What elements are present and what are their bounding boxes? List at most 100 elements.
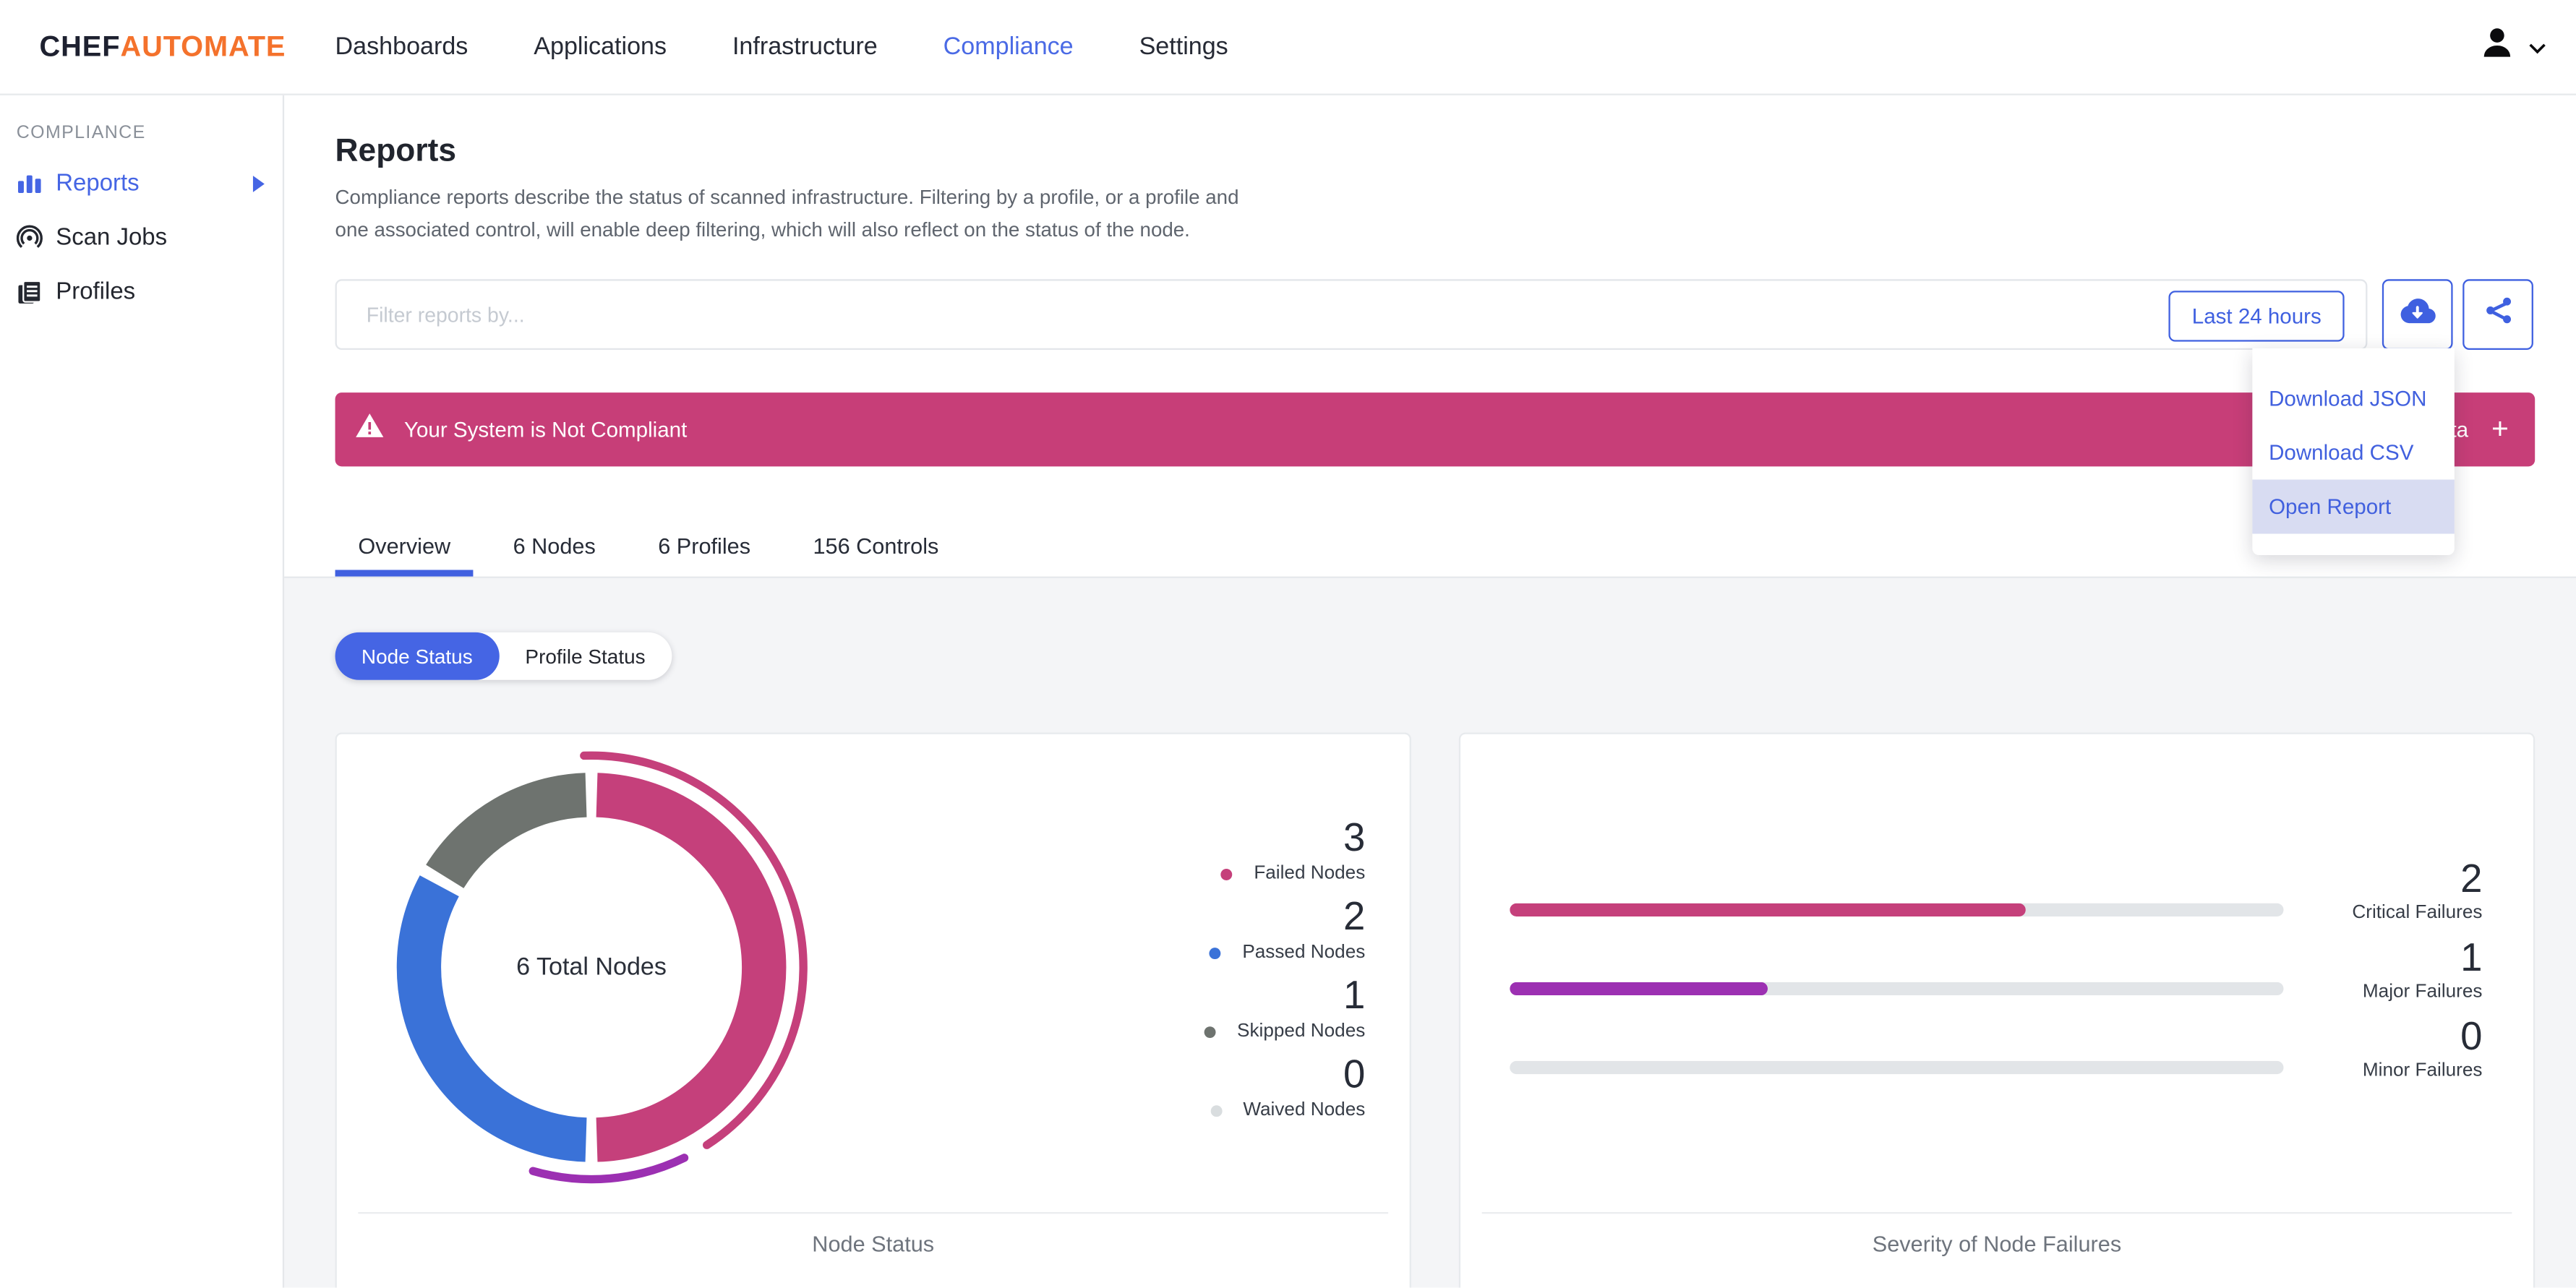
top-navigation-bar: CHEF AUTOMATE Dashboards Applications Infra…: [0, 0, 2576, 95]
severity-label: Major Failures: [2362, 981, 2483, 1001]
legend-dot: [1210, 1104, 1222, 1117]
severity-row-major-failures: 1 Major Failures: [1510, 931, 2482, 1010]
severity-value: 0: [2460, 1014, 2483, 1059]
tab-overview[interactable]: Overview: [335, 505, 474, 577]
reports-header-section: Reports Compliance reports describe the …: [282, 93, 2576, 578]
sidebar-item-label: Profiles: [56, 278, 136, 305]
filter-row: Last 24 hours: [335, 279, 2533, 351]
outer-arc-major: [529, 1154, 689, 1184]
legend-row-skipped-nodes: 1 Skipped Nodes: [1204, 974, 1366, 1044]
sidebar-item-label: Scan Jobs: [56, 224, 168, 251]
outer-arc-critical: [580, 751, 808, 1149]
severity-caption: Severity of Node Failures: [1872, 1232, 2122, 1257]
severity-bar-track: [1510, 982, 2284, 996]
donut-segment-failed-nodes[interactable]: [596, 773, 787, 1162]
severity-row-critical-failures: 2 Critical Failures: [1510, 852, 2482, 931]
chevron-down-icon: [2528, 32, 2546, 61]
sidebar-section-label: COMPLIANCE: [16, 123, 146, 143]
user-menu[interactable]: [2479, 25, 2546, 69]
chart-cards: 6 Total Nodes 3 Failed Nodes 2 Passed Nodes…: [335, 732, 2536, 1288]
severity-bar-fill: [1510, 982, 1768, 996]
severity-bars: 2 Critical Failures 1 Major Failures 0 Minor …: [1510, 852, 2482, 1089]
expand-metadata-icon[interactable]: +: [2491, 412, 2509, 445]
toggle-pill-node-status[interactable]: Node Status: [335, 632, 500, 680]
node-status-card: 6 Total Nodes 3 Failed Nodes 2 Passed Nodes…: [335, 732, 1411, 1288]
expand-arrow-icon[interactable]: [252, 175, 265, 192]
donut-segment-passed-nodes[interactable]: [396, 875, 587, 1162]
legend-value: 0: [1343, 1052, 1366, 1097]
report-tabs: Overview 6 Nodes 6 Profiles 156 Controls: [335, 505, 978, 577]
severity-label: Minor Failures: [2362, 1060, 2483, 1081]
nav-item-compliance[interactable]: Compliance: [943, 33, 1074, 61]
legend-value: 1: [1343, 974, 1366, 1018]
severity-value: 1: [2460, 935, 2483, 980]
card-divider: [358, 1211, 1389, 1214]
overview-content: Node Status Profile Status 6 Total Nodes …: [282, 576, 2576, 1288]
scan-icon: [16, 224, 43, 250]
severity-bar-track: [1510, 1060, 2284, 1075]
legend-dot: [1204, 1026, 1216, 1037]
legend-row-waived-nodes: 0 Waived Nodes: [1204, 1052, 1366, 1123]
legend-label: Failed Nodes: [1254, 864, 1366, 884]
legend-dot: [1220, 867, 1233, 880]
share-button[interactable]: [2462, 279, 2533, 351]
nav-item-infrastructure[interactable]: Infrastructure: [732, 33, 878, 61]
legend-label: Passed Nodes: [1242, 943, 1366, 963]
tab-6-nodes[interactable]: 6 Nodes: [513, 533, 596, 558]
cloud-download-icon: [2399, 296, 2436, 332]
legend-dot: [1209, 946, 1221, 958]
logo-automate: AUTOMATE: [120, 29, 286, 63]
toggle-pill-profile-status[interactable]: Profile Status: [525, 644, 646, 668]
sidebar-item-profiles[interactable]: Profiles: [0, 265, 283, 319]
sidebar-item-scan-jobs[interactable]: Scan Jobs: [0, 210, 283, 265]
download-report-button[interactable]: [2382, 279, 2453, 351]
banner-message: Your System is Not Compliant: [403, 417, 688, 442]
severity-bar-fill: [1510, 903, 2026, 916]
compliance-status-banner[interactable]: Your System is Not Compliant Report Meta…: [335, 392, 2536, 467]
status-toggle: Node Status Profile Status: [335, 632, 672, 680]
donut-legend: 3 Failed Nodes 2 Passed Nodes 1 Skipped Nodes…: [1204, 816, 1366, 1133]
nav-item-applications[interactable]: Applications: [534, 33, 667, 61]
severity-row-minor-failures: 0 Minor Failures: [1510, 1010, 2482, 1089]
menu-item-download-json[interactable]: Download JSON: [2269, 385, 2427, 411]
profiles-icon: [17, 278, 43, 304]
node-status-donut-chart[interactable]: [361, 744, 821, 1190]
donut-center-label: 6 Total Nodes: [516, 953, 667, 982]
bar-chart-icon: [17, 170, 43, 196]
donut-segment-skipped-nodes[interactable]: [426, 773, 588, 889]
tab-6-profiles[interactable]: 6 Profiles: [658, 533, 751, 558]
user-icon: [2479, 25, 2515, 69]
legend-value: 3: [1343, 816, 1366, 861]
chef-automate-logo[interactable]: CHEF AUTOMATE: [40, 30, 286, 64]
legend-row-passed-nodes: 2 Passed Nodes: [1204, 895, 1366, 966]
filter-input-container: Last 24 hours: [335, 279, 2368, 351]
sidebar-item-label: Reports: [56, 170, 140, 197]
severity-card: 2 Critical Failures 1 Major Failures 0 Minor …: [1458, 732, 2536, 1288]
nav-item-dashboards[interactable]: Dashboards: [335, 33, 468, 61]
sidebar: COMPLIANCE Reports Scan Jobs Profiles: [0, 93, 285, 1288]
node-status-caption: Node Status: [812, 1232, 935, 1257]
legend-row-failed-nodes: 3 Failed Nodes: [1204, 816, 1366, 887]
main-nav: Dashboards Applications Infrastructure Comp…: [335, 33, 1228, 61]
logo-chef: CHEF: [39, 29, 121, 63]
legend-label: Skipped Nodes: [1237, 1021, 1366, 1042]
menu-item-open-report[interactable]: Open Report: [2252, 479, 2455, 534]
tab-156-controls[interactable]: 156 Controls: [813, 533, 939, 558]
menu-item-download-csv[interactable]: Download CSV: [2269, 439, 2414, 465]
nav-item-settings[interactable]: Settings: [1139, 33, 1228, 61]
legend-value: 2: [1343, 895, 1366, 940]
card-divider: [1481, 1211, 2512, 1214]
severity-label: Critical Failures: [2352, 902, 2483, 922]
page-description: Compliance reports describe the status o…: [335, 185, 1239, 241]
warning-icon: [355, 412, 385, 447]
severity-bar-track: [1510, 903, 2284, 916]
filter-reports-input[interactable]: [336, 280, 2366, 348]
page-title: Reports: [335, 133, 456, 170]
legend-label: Waived Nodes: [1243, 1100, 1366, 1120]
download-dropdown-menu: Download JSON Download CSV Open Report: [2252, 348, 2455, 556]
time-range-button[interactable]: Last 24 hours: [2168, 291, 2345, 342]
severity-value: 2: [2460, 856, 2483, 901]
share-icon: [2483, 296, 2513, 333]
sidebar-item-reports[interactable]: Reports: [0, 156, 283, 210]
